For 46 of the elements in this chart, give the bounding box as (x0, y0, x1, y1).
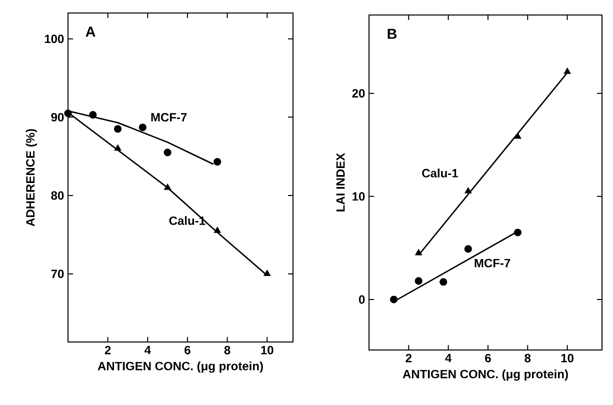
point (64, 109, 72, 118)
point (164, 184, 171, 190)
point (114, 125, 122, 133)
point (514, 228, 522, 236)
text: A (86, 26, 96, 37)
x-tick-label: 10 (261, 346, 274, 354)
y-tick-label: 100 (44, 34, 64, 44)
point (564, 68, 571, 74)
x-axis-title: ANTIGEN CONC. (μg protein) (402, 370, 568, 381)
y-tick-label: 10 (352, 192, 365, 201)
point (264, 270, 270, 276)
y-tick-label: 70 (51, 270, 64, 278)
y-tick-label: 20 (352, 89, 365, 98)
x-axis-title: ANTIGEN CONC. (μg protein) (98, 362, 263, 373)
point (464, 245, 472, 253)
point (514, 132, 522, 139)
x-tick-label: 6 (485, 354, 491, 362)
text: B (388, 28, 397, 39)
series-label: MCF-7 (474, 258, 510, 268)
x-tick-label: 10 (561, 354, 574, 362)
point (164, 148, 172, 156)
point (464, 187, 472, 194)
point (390, 296, 398, 304)
y-tick-label: 0 (358, 295, 365, 304)
x-tick-label: 2 (406, 354, 412, 362)
point (89, 111, 97, 119)
point (214, 158, 222, 166)
point (414, 277, 422, 285)
x-tick-label: 8 (524, 354, 531, 362)
point (440, 278, 448, 286)
x-tick-label: 2 (104, 346, 111, 354)
point (138, 124, 146, 132)
series-label: MCF-7 (151, 113, 187, 122)
x-tick-label: 8 (224, 346, 230, 354)
y-tick-label: 80 (51, 191, 64, 200)
x-tick-label: 6 (184, 346, 190, 354)
y-tick-label: 90 (51, 112, 64, 122)
x-tick-label: 4 (144, 346, 151, 354)
point (214, 226, 221, 233)
point (114, 144, 122, 151)
series-label: Calu-1 (422, 168, 458, 178)
series-label: Calu-1 (169, 216, 206, 225)
point (415, 249, 422, 256)
y-axis-title: ADHERENCE (%) (26, 129, 37, 226)
x-tick-label: 4 (445, 354, 452, 362)
y-axis-title: LAI INDEX (336, 152, 345, 212)
